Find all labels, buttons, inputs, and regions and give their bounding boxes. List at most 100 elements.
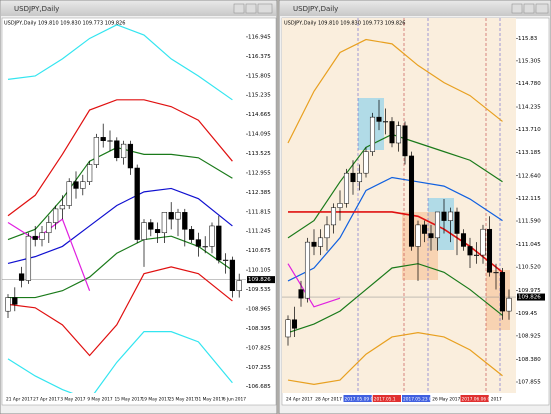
indicator-line [7, 266, 233, 357]
chart-header: USDJPY,Daily 109.810 109.830 109.773 109… [284, 21, 405, 27]
candle-body [493, 272, 499, 274]
candle-body [73, 181, 79, 189]
candle-body [506, 297, 512, 312]
candle-body [486, 228, 493, 273]
current-price-box [517, 293, 545, 301]
candle-body [480, 228, 486, 256]
candle-body [447, 211, 454, 221]
price-label: 110.105 [248, 268, 271, 274]
candle-body [209, 225, 215, 247]
candle-body [59, 205, 66, 210]
candle-body [80, 181, 86, 189]
candle-body [460, 233, 467, 247]
candle-body [376, 116, 382, 122]
candle-body [499, 272, 506, 312]
candle-body [350, 172, 356, 183]
candle-body [202, 246, 208, 248]
candle-body [25, 235, 32, 281]
window-buttons[interactable] [233, 3, 273, 14]
candle-body [127, 143, 134, 169]
price-label: 106.685 [248, 384, 271, 390]
plot [2, 24, 246, 393]
candle-body [317, 237, 324, 247]
candle-body [389, 121, 395, 144]
indicator-line [7, 331, 233, 393]
date-label: 24 Apr 2017 [286, 397, 313, 403]
candle-body [18, 273, 25, 281]
candle-body [356, 172, 363, 183]
price-label: 108.380 [518, 357, 541, 363]
candle-body [428, 233, 434, 239]
candle-body [402, 125, 408, 157]
candle-body [52, 208, 59, 223]
candle-body [229, 259, 236, 291]
price-label: 109.975 [518, 288, 541, 294]
candle-body [148, 222, 154, 230]
candle-body [291, 319, 298, 329]
candle-body [161, 212, 168, 234]
candle-body [134, 167, 140, 240]
date-label: 19 May 2017 [142, 397, 170, 403]
candle-body [195, 239, 202, 247]
price-label: 111.245 [248, 229, 271, 235]
price-label: 110.675 [248, 248, 271, 254]
date-highlight [343, 395, 372, 402]
date-label: 26 May 2017 [432, 397, 460, 403]
date-label: 2017.05.09 00:00 [345, 397, 384, 403]
price-label: 114.235 [518, 105, 541, 111]
price-label: 114.780 [518, 81, 541, 87]
price-label: 111.045 [518, 242, 541, 248]
candle-body [32, 235, 38, 240]
price-label: 116.945 [248, 34, 271, 40]
candle-body [285, 319, 291, 338]
price-label: 112.955 [248, 170, 271, 176]
indicator-line [8, 235, 233, 299]
indicator-line [7, 99, 233, 217]
candle-body [473, 254, 480, 256]
price-label: 114.665 [248, 112, 271, 118]
indicator-line [287, 176, 503, 282]
price-label: 108.965 [248, 306, 271, 312]
candle-body [182, 212, 188, 230]
candle-body [304, 241, 311, 299]
date-highlight [402, 395, 431, 402]
date-label: 25 May 2017 [169, 397, 197, 403]
indicator-line [287, 332, 503, 385]
window-buttons[interactable] [511, 3, 549, 14]
price-label: 107.825 [248, 345, 271, 351]
title-bar [1, 1, 276, 16]
candle-body [93, 137, 100, 165]
candle-body [330, 207, 337, 226]
candle-body [222, 259, 229, 261]
price-label: 111.590 [518, 219, 541, 225]
price-label: 116.375 [248, 54, 271, 60]
date-label: 2017.05.23 00:00 [403, 397, 442, 403]
candle-body [467, 246, 473, 256]
candle-body [107, 140, 113, 142]
price-label: 108.925 [518, 333, 541, 339]
date-label: 27 Apr 2017 [33, 397, 60, 403]
price-label: 115.305 [518, 58, 541, 64]
candle-body [236, 280, 242, 291]
price-label: 109.45 [518, 311, 538, 317]
candle-body [337, 203, 343, 208]
date-label: 15 May 2017 [114, 397, 142, 403]
current-price-box [247, 276, 275, 284]
candle-body [154, 229, 161, 234]
candle-body [343, 172, 350, 204]
date-label: 3 May 2017 [60, 397, 86, 403]
axes: USDJPY,Daily 109.810 109.830 109.773 109… [4, 21, 545, 403]
price-label: 115.83 [518, 36, 538, 42]
price-label: 112.115 [518, 196, 541, 202]
candle-body [415, 224, 421, 247]
date-label: 2017 [491, 397, 502, 403]
candle-body [434, 211, 441, 239]
date-label: 6 Jun 2017 [223, 397, 246, 403]
indicator-line [7, 24, 233, 101]
indicator-line [287, 38, 503, 144]
candle-body [324, 224, 330, 239]
candle-body [175, 212, 181, 220]
plot [282, 38, 516, 385]
price-label: 113.710 [518, 127, 541, 133]
